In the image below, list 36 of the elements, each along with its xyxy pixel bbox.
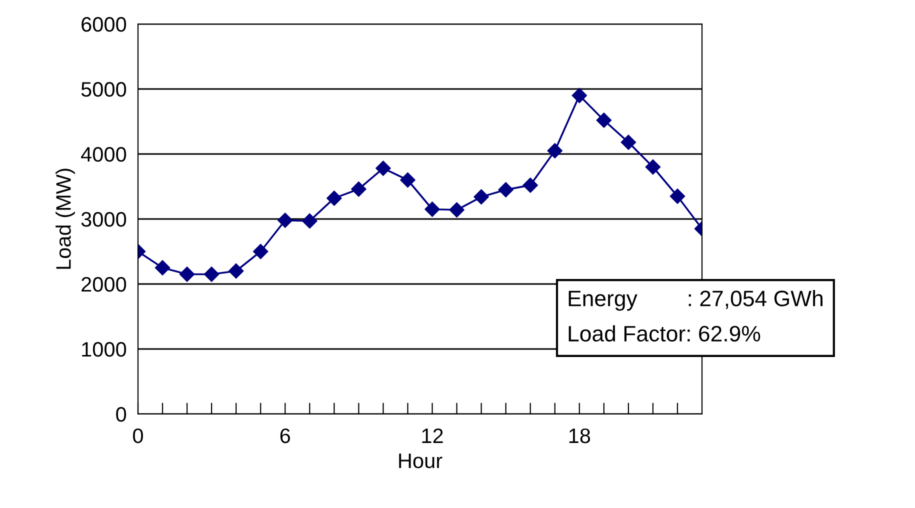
- point: [645, 159, 661, 175]
- point: [326, 190, 342, 206]
- point: [670, 188, 686, 204]
- y-tick-label: 1000: [82, 342, 126, 357]
- annotation: Energy : 27,054 GWh Load Factor: 62.9%: [568, 290, 822, 342]
- x-tick-label: 0: [133, 428, 143, 444]
- point: [302, 213, 318, 229]
- x-tick-label: 6: [280, 428, 290, 444]
- y-tick-label: 4000: [81, 147, 126, 162]
- y-axis-title: Load (MW): [56, 168, 75, 269]
- y-tick-label: 6000: [82, 17, 126, 32]
- point: [351, 182, 366, 197]
- point: [154, 260, 170, 276]
- point: [424, 202, 440, 217]
- y-tick-label: 2000: [82, 277, 126, 292]
- point: [522, 178, 538, 193]
- point: [204, 266, 220, 282]
- point: [278, 212, 293, 228]
- point: [474, 189, 489, 204]
- point: [253, 244, 268, 260]
- point: [179, 266, 195, 282]
- y-tick-label: 0: [116, 407, 126, 422]
- x-tick-label: 12: [422, 428, 443, 443]
- point: [547, 143, 562, 158]
- point: [620, 134, 636, 150]
- x-tick-label: 18: [569, 428, 590, 444]
- point: [376, 160, 391, 176]
- point: [400, 172, 416, 188]
- y-tick-label: 3000: [81, 212, 126, 227]
- point: [596, 112, 612, 128]
- x-axis-title: Hour: [399, 454, 442, 468]
- y-tick-label: 5000: [81, 82, 126, 97]
- point: [572, 88, 587, 104]
- point: [449, 202, 464, 218]
- point: [228, 263, 244, 279]
- point: [498, 182, 514, 198]
